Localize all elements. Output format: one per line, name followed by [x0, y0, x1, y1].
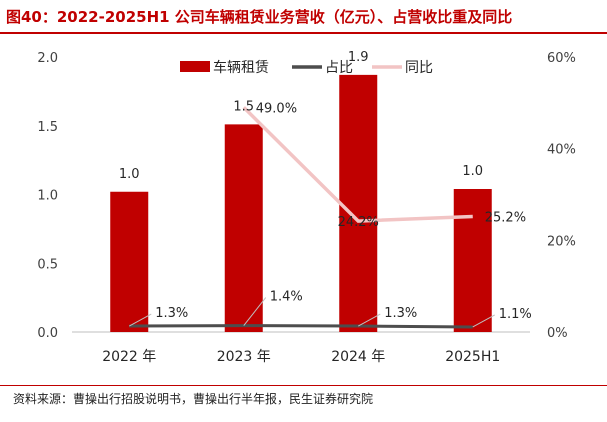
share-data-label: 1.3%	[384, 306, 417, 321]
share-leader-line	[472, 314, 495, 328]
left-axis-tick-label: 2.0	[37, 51, 58, 66]
left-axis-tick-label: 1.0	[37, 189, 58, 204]
yoy-data-label: 25.2%	[485, 211, 526, 226]
legend-label-bar: 车辆租赁	[213, 59, 269, 76]
chart-title: 图40：2022-2025H1 公司车辆租赁业务营收（亿元）、占营收比重及同比	[6, 8, 513, 26]
legend-label-yoy: 同比	[405, 60, 433, 76]
share-data-label: 1.1%	[499, 307, 532, 322]
yoy-data-label: 24.2%	[338, 215, 379, 230]
legend-label-share: 占比	[325, 60, 353, 76]
share-data-label: 1.4%	[270, 290, 303, 305]
left-axis-tick-label: 0.5	[37, 257, 58, 272]
x-axis-tick-label: 2023 年	[217, 349, 271, 365]
bar-data-label: 1.5	[233, 99, 254, 114]
footer-divider	[0, 385, 607, 386]
source-note: 资料来源：曹操出行招股说明书，曹操出行半年报，民生证券研究院	[13, 392, 374, 406]
title-divider	[0, 32, 607, 34]
bar	[110, 191, 149, 332]
right-axis-tick-label: 40%	[547, 143, 576, 158]
right-axis-tick-label: 20%	[547, 234, 576, 249]
chart: 0.0 0.5 1.0 1.5 2.0 0% 20% 40% 60% 2022 年 2023 年 20…	[37, 50, 576, 365]
share-line	[129, 324, 473, 329]
share-leader-line	[129, 313, 152, 327]
legend-swatch-bar	[180, 61, 210, 72]
left-axis-tick-label: 0.0	[37, 326, 58, 341]
bar-data-label: 1.0	[119, 167, 140, 182]
yoy-line	[242, 106, 473, 223]
share-data-label: 1.3%	[155, 306, 188, 321]
bar	[339, 74, 378, 332]
share-leader-line	[243, 297, 267, 326]
x-axis-tick-label: 2024 年	[331, 349, 385, 365]
x-axis-tick-label: 2022 年	[102, 349, 156, 365]
left-axis-tick-label: 1.5	[37, 120, 58, 135]
right-axis-tick-label: 60%	[547, 51, 576, 66]
yoy-data-label: 49.0%	[256, 101, 297, 116]
share-leader-line	[358, 313, 381, 327]
x-axis-tick-label: 2025H1	[445, 349, 500, 365]
bar-data-label: 1.9	[348, 50, 369, 65]
bar	[224, 124, 263, 332]
right-axis-tick-label: 0%	[547, 326, 568, 341]
bar-data-label: 1.0	[462, 164, 483, 179]
bar	[453, 189, 492, 332]
